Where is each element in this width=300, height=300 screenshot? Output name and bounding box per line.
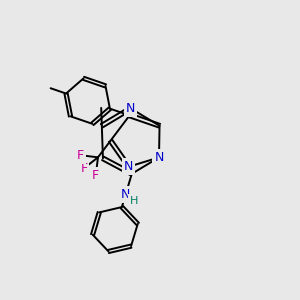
Text: F: F [80, 162, 88, 175]
Text: F: F [77, 149, 84, 162]
Text: N: N [126, 102, 135, 115]
Text: N: N [154, 151, 164, 164]
Text: F: F [92, 169, 99, 182]
Text: H: H [130, 196, 138, 206]
Text: N: N [121, 188, 130, 201]
Text: N: N [124, 160, 134, 173]
